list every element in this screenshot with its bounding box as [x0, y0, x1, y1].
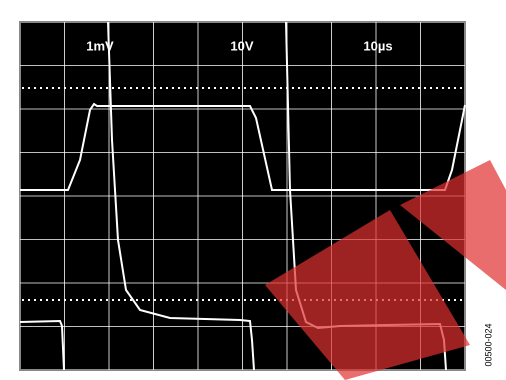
watermark — [265, 160, 506, 380]
trace — [19, 319, 65, 371]
channel-label: 10V — [230, 38, 253, 53]
figure-id: 00500-024 — [483, 323, 493, 366]
trace — [107, 21, 255, 371]
channel-label: 1mV — [86, 38, 114, 53]
channel-label: 10µs — [363, 38, 392, 53]
